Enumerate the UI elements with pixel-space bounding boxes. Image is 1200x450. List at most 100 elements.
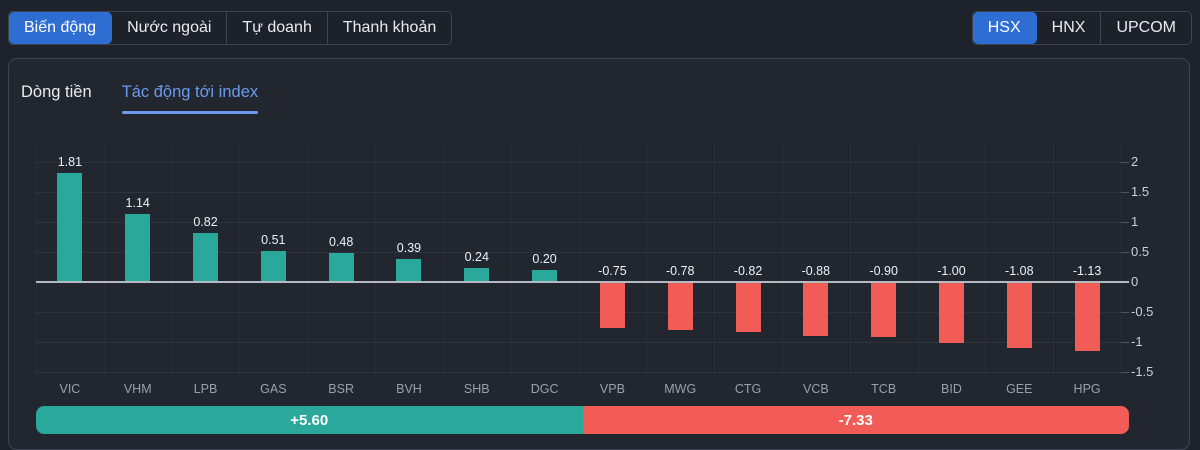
bar-gas[interactable] — [260, 251, 286, 282]
bar-vic[interactable] — [57, 173, 83, 282]
axis-tick — [1121, 281, 1129, 283]
bar-gee[interactable] — [1006, 283, 1032, 348]
vertical-gridline — [714, 144, 715, 379]
view-tab-bien-ong[interactable]: Biến động — [9, 12, 113, 44]
bar-ctg[interactable] — [735, 283, 761, 333]
vertical-gridline — [443, 144, 444, 379]
panel-tab-dong-tien[interactable]: Dòng tiền — [21, 83, 92, 101]
exchange-tab-hnx[interactable]: HNX — [1037, 12, 1102, 44]
value-label-tcb: -0.90 — [869, 264, 898, 278]
value-label-vcb: -0.88 — [801, 264, 831, 278]
category-label-bvh[interactable]: BVH — [396, 382, 422, 396]
value-label-gas: 0.51 — [261, 233, 286, 248]
axis-tick-label: 2 — [1131, 154, 1139, 169]
view-tab-thanh-khoan[interactable]: Thanh khoản — [342, 19, 437, 36]
vertical-gridline — [646, 144, 647, 379]
gridline — [36, 372, 1121, 373]
value-label-vic: 1.81 — [57, 155, 83, 170]
zero-line — [36, 281, 1121, 283]
axis-tick-label: -0.5 — [1131, 304, 1154, 319]
bar-bsr[interactable] — [328, 253, 354, 282]
value-label-shb: 0.24 — [464, 249, 489, 264]
category-label-vic[interactable]: VIC — [59, 382, 81, 396]
axis-tick — [1121, 342, 1129, 343]
axis-tick — [1121, 192, 1129, 193]
category-label-vhm[interactable]: VHM — [123, 382, 152, 396]
panel-tab-tac-ong-toi-index[interactable]: Tác động tới index — [122, 83, 258, 114]
category-label-lpb[interactable]: LPB — [193, 382, 218, 396]
axis-tick-label: -1 — [1131, 334, 1143, 349]
gridline — [36, 312, 1121, 313]
axis-tick-label: 1 — [1131, 214, 1139, 229]
bar-lpb[interactable] — [193, 232, 219, 282]
summary-negative-total: -7.33 — [582, 406, 1129, 434]
category-label-bid[interactable]: BID — [941, 382, 962, 396]
vertical-gridline — [239, 144, 240, 379]
bar-dgc[interactable] — [532, 270, 558, 282]
index-impact-panel: Dòng tiền Tác động tới index 2 1.5 1 0.5 0 -0.… — [8, 58, 1190, 450]
vertical-gridline — [307, 144, 308, 379]
axis-tick-label: 0 — [1131, 274, 1139, 289]
category-label-gas[interactable]: GAS — [260, 382, 287, 396]
exchange-tabs: HSX HNX UPCOM — [971, 11, 1192, 45]
category-label-shb[interactable]: SHB — [463, 382, 490, 396]
bar-mwg[interactable] — [667, 283, 693, 330]
category-label-mwg[interactable]: MWG — [664, 382, 697, 396]
value-label-bsr: 0.48 — [328, 235, 354, 250]
vertical-gridline — [36, 144, 37, 379]
vertical-gridline — [375, 144, 376, 379]
bar-bid[interactable] — [938, 283, 964, 343]
axis-tick-label: 1.5 — [1131, 184, 1150, 199]
category-label-vcb[interactable]: VCB — [802, 382, 829, 396]
bar-vhm[interactable] — [125, 213, 151, 282]
gridline — [36, 162, 1121, 163]
value-label-vpb: -0.75 — [598, 264, 627, 278]
category-label-gee[interactable]: GEE — [1006, 382, 1033, 396]
exchange-tab-hsx[interactable]: HSX — [972, 12, 1037, 44]
value-label-mwg: -0.78 — [665, 264, 695, 278]
category-label-dgc[interactable]: DGC — [530, 382, 559, 396]
category-label-ctg[interactable]: CTG — [734, 382, 762, 396]
bar-vcb[interactable] — [803, 283, 829, 336]
vertical-gridline — [104, 144, 105, 379]
gridline — [36, 252, 1121, 253]
vertical-gridline — [782, 144, 783, 379]
vertical-gridline — [1053, 144, 1054, 379]
axis-tick-label: 0.5 — [1131, 244, 1150, 259]
bar-vpb[interactable] — [599, 283, 625, 328]
category-label-bsr[interactable]: BSR — [328, 382, 354, 396]
category-label-hpg[interactable]: HPG — [1073, 382, 1101, 396]
value-label-ctg: -0.82 — [733, 264, 763, 278]
view-tab-tu-doanh[interactable]: Tự doanh — [227, 12, 328, 44]
axis-tick — [1121, 222, 1129, 223]
value-label-bid: -1.00 — [937, 264, 966, 278]
view-tab-nuoc-ngoai[interactable]: Nước ngoài — [112, 12, 228, 44]
axis-tick — [1121, 162, 1129, 163]
axis-tick — [1121, 372, 1129, 373]
bar-tcb[interactable] — [871, 283, 897, 337]
category-label-vpb[interactable]: VPB — [599, 382, 625, 396]
index-impact-chart: 2 1.5 1 0.5 0 -0.5 -1 -1.5 1.81 VIC 1.14 VHM 0.82 LPB… — [9, 59, 1189, 449]
category-label-tcb[interactable]: TCB — [871, 382, 897, 396]
axis-tick — [1121, 312, 1129, 313]
exchange-tab-upcom[interactable]: UPCOM — [1116, 19, 1176, 36]
bar-hpg[interactable] — [1074, 283, 1100, 351]
vertical-gridline — [579, 144, 580, 379]
vertical-gridline — [985, 144, 986, 379]
view-tabs: Biến động Nước ngoài Tự doanh Thanh khoản — [8, 11, 453, 45]
vertical-gridline — [172, 144, 173, 379]
value-label-bvh: 0.39 — [396, 240, 422, 255]
summary-positive-total: +5.60 — [36, 406, 583, 434]
bar-shb[interactable] — [464, 267, 490, 282]
vertical-gridline — [850, 144, 851, 379]
summary-bar: +5.60 -7.33 — [36, 406, 1129, 434]
bar-bvh[interactable] — [396, 258, 422, 282]
vertical-gridline — [1121, 144, 1122, 379]
vertical-gridline — [918, 144, 919, 379]
panel-tabs: Dòng tiền Tác động tới index — [21, 83, 258, 114]
value-label-dgc: 0.20 — [532, 252, 557, 266]
value-label-gee: -1.08 — [1005, 264, 1034, 278]
axis-tick — [1121, 252, 1129, 253]
gridline — [36, 192, 1121, 193]
vertical-gridline — [511, 144, 512, 379]
